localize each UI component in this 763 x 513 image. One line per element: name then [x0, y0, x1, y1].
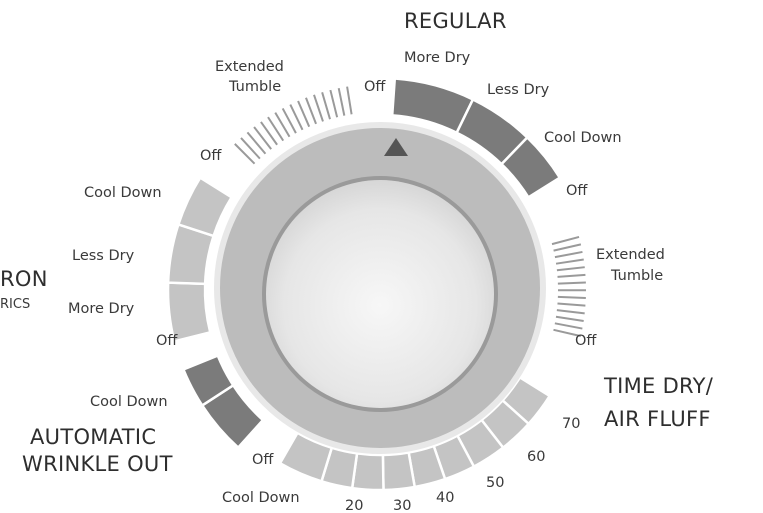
time-dry-heading-line2: AIR FLUFF [604, 407, 711, 431]
top-extended-tumble-tick [281, 107, 297, 134]
regular-cool-down-segment[interactable] [499, 135, 562, 199]
top-extended-tumble-tick [253, 126, 272, 150]
top-extended-tumble-label-line2: Tumble [228, 79, 281, 95]
regular-heading: REGULAR [404, 9, 507, 33]
perm-more-dry-label: More Dry [68, 301, 135, 317]
right-extended-tumble-tick [556, 266, 585, 272]
top-extended-tumble-tick [274, 112, 291, 138]
top-extended-tumble-tick [234, 143, 256, 165]
right-extended-tumble-label-line1: Extended [596, 247, 665, 263]
time-40-label: 40 [436, 490, 454, 506]
perm-cool-down-label: Cool Down [84, 185, 162, 201]
perm-press-heading-line1: RON [0, 267, 48, 291]
right-extended-tumble-tick [553, 328, 582, 338]
dial-knob-face[interactable] [266, 180, 494, 408]
auto-cool-down-label: Cool Down [90, 394, 168, 410]
right-extended-tumble-tick [557, 295, 586, 299]
perm-cool-down-segment[interactable] [176, 175, 234, 238]
perm-press-heading-line2: RICS [0, 297, 30, 312]
auto-off-label: Off [156, 333, 178, 349]
regular-off-label: Off [566, 183, 588, 199]
perm-less-dry-label: Less Dry [72, 248, 135, 264]
time-20-label: 20 [345, 498, 363, 513]
time-dry-heading-line1: TIME DRY/ [603, 374, 714, 398]
auto-off-segment[interactable] [181, 353, 235, 408]
triangle-indicator-icon [384, 138, 408, 156]
right-extended-tumble-tick [554, 250, 583, 259]
right-extended-tumble-tick [557, 302, 586, 307]
right-extended-tumble-tick [557, 273, 586, 278]
time-cool-down-label: Cool Down [222, 490, 300, 506]
right-extended-tumble-label-line2: Tumble [610, 268, 663, 284]
regular-more-dry-label: More Dry [404, 50, 471, 66]
right-extended-tumble-tick [553, 243, 582, 252]
regular-less-dry-label: Less Dry [487, 82, 550, 98]
time-off-label: Off [252, 452, 274, 468]
right-extended-tumble-tick [555, 258, 584, 265]
time-30-label: 30 [393, 498, 411, 513]
perm-off-label: Off [200, 148, 222, 164]
top-extended-tumble-tick [267, 116, 285, 142]
regular-cool-down-label: Cool Down [544, 130, 622, 146]
right-extended-tumble-tick [557, 281, 586, 285]
top-extended-tumble-tick [305, 97, 317, 125]
top-extended-tumble-tick [337, 87, 346, 116]
right-extended-tumble-tick [555, 315, 584, 322]
top-extended-tumble-tick [329, 89, 339, 118]
top-extended-tumble-tick [321, 92, 331, 120]
right-extended-tumble-tick [556, 309, 585, 315]
right-extended-tumble-tick [551, 235, 580, 246]
top-extended-tumble-tick [240, 137, 261, 160]
top-extended-tumble-tick [297, 100, 311, 128]
top-extended-tumble-tick [346, 86, 353, 115]
time-dry-segment[interactable] [381, 451, 417, 492]
top-extended-tumble-tick [246, 131, 267, 155]
time-50-label: 50 [486, 475, 504, 491]
automatic-wrinkle-heading-line1: AUTOMATIC [30, 425, 156, 449]
top-extended-tumble-label-line1: Extended [215, 59, 284, 75]
top-extended-tumble-tick [313, 94, 324, 122]
top-extended-tumble-tick [289, 104, 304, 131]
top-extended-tumble-tick [260, 121, 278, 146]
right-extended-tumble-tick [554, 322, 583, 330]
automatic-wrinkle-heading-line2: WRINKLE OUT [22, 452, 173, 476]
cycle-segments [166, 77, 587, 492]
time-cool-down-segment[interactable] [278, 431, 334, 483]
right-extended-off-label: Off [575, 333, 597, 349]
top-extended-off-label: Off [364, 79, 386, 95]
time-70-label: 70 [562, 416, 580, 432]
time-60-label: 60 [527, 449, 545, 465]
